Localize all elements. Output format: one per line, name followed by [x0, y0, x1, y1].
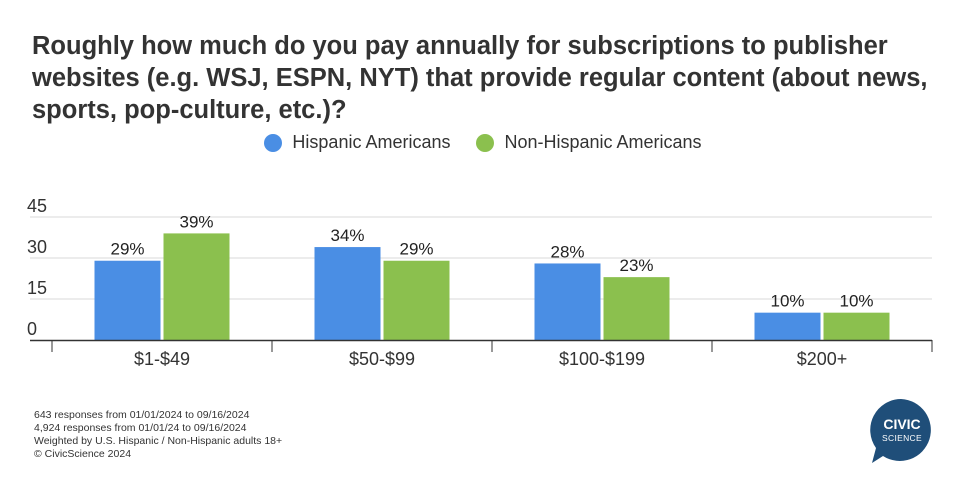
footer-notes: 643 responses from 01/01/2024 to 09/16/2…	[34, 409, 282, 461]
y-tick-label: 0	[27, 319, 37, 339]
chart-title: Roughly how much do you pay annually for…	[32, 32, 928, 124]
legend-swatch-hispanic	[264, 133, 283, 152]
legend-item-hispanic: Hispanic Americans	[264, 132, 450, 153]
bar-value-label: 39%	[179, 212, 213, 231]
civicscience-logo: CIVIC SCIENCE	[870, 399, 931, 463]
bar-value-label: 34%	[330, 226, 364, 245]
x-tick-label: $50-$99	[349, 349, 415, 369]
legend-swatch-non-hispanic	[476, 133, 495, 152]
y-tick-label: 45	[27, 196, 47, 216]
legend-label-hispanic: Hispanic Americans	[292, 132, 451, 152]
logo-text-science: SCIENCE	[882, 433, 922, 443]
legend-label-non-hispanic: Non-Hispanic Americans	[504, 132, 702, 152]
bar-value-label: 29%	[110, 240, 144, 259]
bar-value-label: 10%	[839, 292, 873, 311]
bar-value-label: 29%	[399, 240, 433, 259]
legend-item-non-hispanic: Non-Hispanic Americans	[476, 132, 702, 153]
footer-line-responses-non-hispanic: 4,924 responses from 01/01/24 to 09/16/2…	[34, 422, 247, 434]
bar-hispanic	[754, 312, 821, 340]
bar-value-label: 23%	[619, 256, 653, 275]
bar-hispanic	[314, 247, 381, 340]
bar-non-hispanic	[603, 277, 670, 340]
bar-non-hispanic	[383, 260, 450, 340]
x-tick-label: $200+	[797, 349, 848, 369]
logo-text-civic: CIVIC	[883, 416, 920, 432]
y-tick-label: 30	[27, 237, 47, 257]
footer-line-weighting: Weighted by U.S. Hispanic / Non-Hispanic…	[34, 435, 283, 447]
legend: Hispanic Americans Non-Hispanic American…	[0, 132, 966, 153]
bar-chart: 0 15 30 45 29% 39% 34% 29% 28% 23% 10% 10% $1-$49 $50…	[27, 196, 933, 369]
logo-speech-bubble-shape	[870, 399, 931, 463]
bar-non-hispanic	[163, 233, 230, 340]
bar-hispanic	[94, 260, 161, 340]
bar-value-label: 10%	[770, 292, 804, 311]
footer-line-responses-hispanic: 643 responses from 01/01/2024 to 09/16/2…	[34, 409, 250, 421]
y-tick-label: 15	[27, 278, 47, 298]
bar-value-label: 28%	[550, 242, 584, 261]
x-tick-label: $1-$49	[134, 349, 190, 369]
bar-hispanic	[534, 263, 601, 340]
bar-non-hispanic	[823, 312, 890, 340]
footer-line-copyright: © CivicScience 2024	[34, 448, 132, 460]
x-tick-label: $100-$199	[559, 349, 645, 369]
